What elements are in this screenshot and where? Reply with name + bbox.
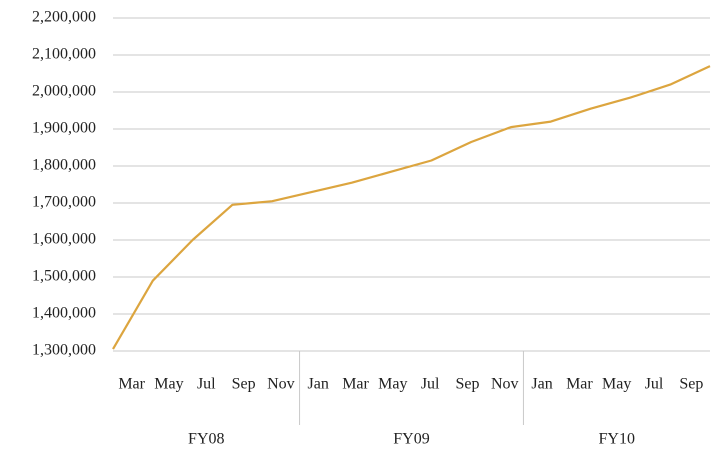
x-tick-label: Nov [267,376,295,393]
x-tick-label: Sep [679,376,703,393]
x-tick-label: Mar [566,376,593,393]
x-tick-label: Mar [342,376,369,393]
x-tick-label: Nov [491,376,519,393]
x-tick-label: Jan [308,376,329,393]
y-tick-label: 1,600,000 [32,231,96,248]
x-tick-label: Jul [421,376,440,393]
y-tick-label: 1,500,000 [32,268,96,285]
y-tick-label: 1,800,000 [32,157,96,174]
y-tick-label: 2,200,000 [32,9,96,26]
y-tick-label: 1,900,000 [32,120,96,137]
x-tick-label: Jul [645,376,664,393]
x-tick-label: Jan [531,376,552,393]
y-tick-label: 1,700,000 [32,194,96,211]
x-tick-label: Mar [118,376,145,393]
group-label: FY08 [188,431,224,448]
y-tick-label: 2,100,000 [32,46,96,63]
y-tick-label: 1,400,000 [32,305,96,322]
y-tick-label: 1,300,000 [32,342,96,359]
x-tick-label: May [602,376,631,393]
group-label: FY09 [393,431,429,448]
line [112,65,711,350]
y-tick-label: 2,000,000 [32,83,96,100]
group-label: FY10 [598,431,634,448]
x-tick-label: May [154,376,183,393]
x-tick-label: Sep [455,376,479,393]
x-tick-label: May [378,376,407,393]
x-tick-label: Jul [197,376,216,393]
x-tick-label: Sep [232,376,256,393]
